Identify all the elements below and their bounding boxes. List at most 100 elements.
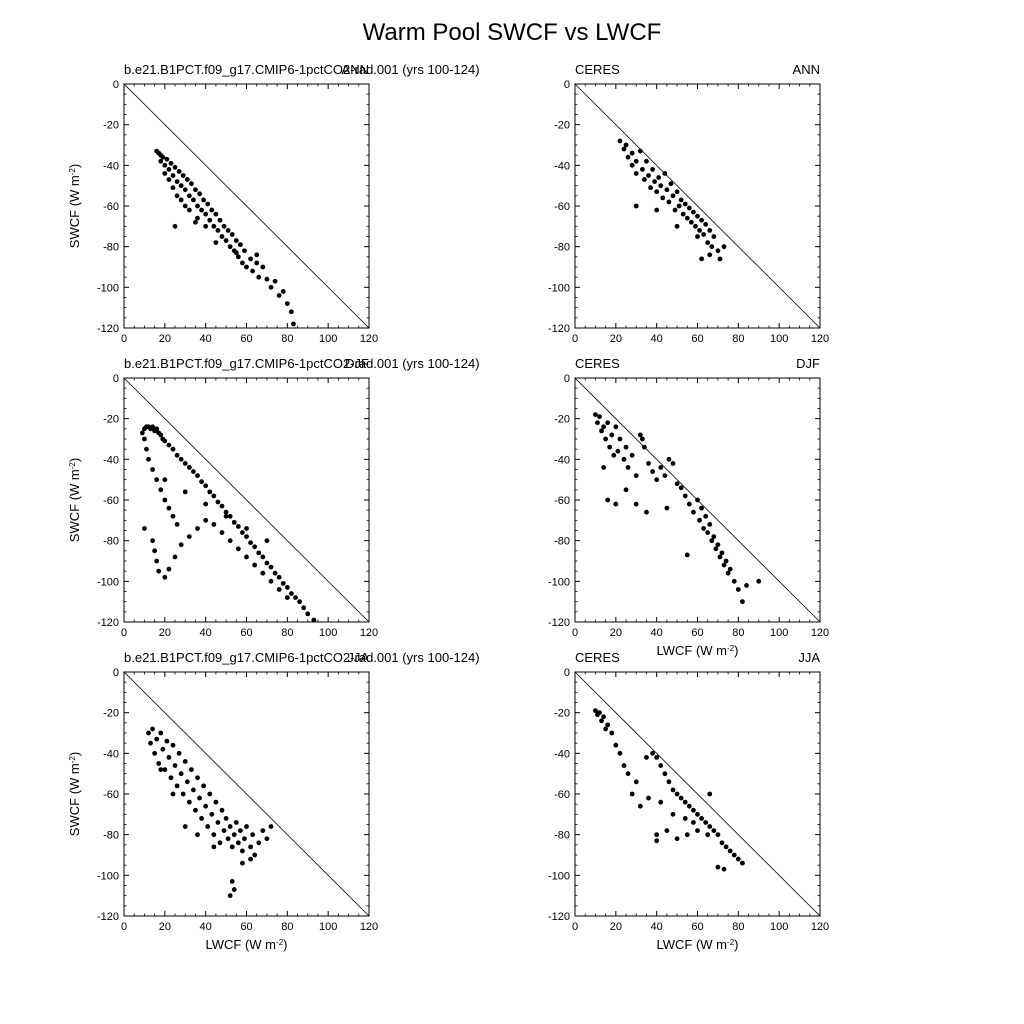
data-point: [211, 493, 217, 499]
data-point: [217, 217, 223, 223]
data-point: [684, 215, 690, 221]
data-point: [233, 820, 239, 825]
data-point: [695, 213, 700, 219]
scatter-points: [593, 412, 762, 605]
data-point: [707, 252, 713, 258]
data-point: [244, 534, 249, 539]
y-tick-label: -60: [103, 495, 119, 507]
data-point: [154, 477, 160, 483]
data-point: [184, 779, 190, 785]
panel-model-ANN: 0 20 40 60 80 100 120 0 -20 -40 -60 -80 -100 -120 b.e2…: [67, 62, 480, 345]
data-point: [195, 215, 200, 221]
data-point: [621, 146, 627, 152]
y-tick-label: -20: [554, 120, 570, 132]
y-tick-label: -40: [103, 748, 119, 760]
data-point: [158, 432, 164, 438]
data-point: [711, 234, 717, 239]
data-point: [707, 522, 713, 527]
data-point: [174, 179, 180, 185]
x-tick-label: 0: [121, 333, 127, 345]
data-point: [182, 824, 188, 829]
data-point: [164, 156, 170, 162]
data-point: [229, 844, 235, 850]
data-point: [668, 181, 674, 187]
data-point: [680, 211, 686, 217]
data-point: [691, 820, 696, 825]
x-tick-label: 120: [811, 333, 829, 345]
data-point: [623, 487, 629, 493]
data-point: [182, 759, 188, 764]
data-point: [301, 605, 307, 611]
data-point: [617, 750, 623, 756]
data-point: [684, 832, 690, 838]
data-point: [240, 260, 245, 266]
scatter-points: [154, 148, 296, 327]
data-point: [209, 207, 215, 213]
season-label: DJF: [345, 356, 369, 371]
data-point: [211, 844, 217, 850]
data-point: [223, 509, 229, 515]
data-point: [156, 761, 162, 766]
data-point: [254, 260, 260, 266]
x-tick-label: 100: [770, 921, 788, 933]
data-point: [254, 252, 260, 258]
data-point: [637, 803, 643, 809]
data-point: [670, 193, 676, 199]
data-point: [601, 465, 606, 470]
data-point: [650, 469, 655, 474]
data-point: [674, 223, 680, 229]
data-point: [715, 542, 721, 548]
data-point: [186, 534, 192, 539]
data-point: [207, 791, 213, 797]
y-tick-label: 0: [113, 373, 119, 385]
data-point: [650, 167, 655, 172]
x-tick-label: 0: [572, 921, 578, 933]
x-tick-label: 40: [651, 627, 663, 639]
data-point: [695, 234, 700, 239]
data-point: [656, 175, 662, 180]
data-point: [715, 864, 721, 870]
x-tick-label: 80: [732, 921, 744, 933]
y-tick-label: -60: [103, 201, 119, 213]
data-point: [264, 538, 270, 544]
data-point: [658, 799, 664, 805]
panel-title: b.e21.B1PCT.f09_g17.CMIP6-1pctCO2-rad.00…: [124, 650, 480, 665]
data-point: [629, 150, 635, 156]
data-point: [633, 779, 639, 785]
data-point: [146, 456, 151, 462]
data-point: [666, 199, 672, 205]
data-point: [735, 587, 741, 592]
data-point: [240, 848, 245, 854]
x-tick-label: 80: [281, 333, 293, 345]
panel-obs-JJA: 0 20 40 60 80 100 120 0 -20 -40 -60 -80 -100 -120 CERE…: [548, 650, 829, 952]
data-point: [268, 824, 274, 829]
data-point: [664, 828, 670, 833]
data-point: [207, 489, 213, 495]
data-point: [291, 321, 296, 327]
season-label: JJA: [798, 650, 820, 665]
data-point: [678, 197, 684, 203]
data-point: [237, 828, 243, 833]
x-tick-label: 120: [360, 921, 378, 933]
data-point: [637, 148, 643, 154]
data-point: [172, 763, 178, 768]
data-point: [609, 432, 615, 438]
data-point: [693, 223, 698, 229]
data-point: [660, 195, 666, 201]
x-tick-label: 80: [281, 627, 293, 639]
data-point: [142, 436, 147, 442]
data-point: [191, 787, 196, 793]
data-point: [213, 799, 219, 805]
data-point: [162, 162, 168, 168]
data-point: [172, 164, 178, 170]
data-point: [670, 461, 676, 466]
data-point: [629, 162, 635, 168]
data-point: [664, 187, 670, 193]
data-point: [182, 461, 188, 466]
reference-line: [123, 377, 370, 623]
x-tick-label: 40: [651, 921, 663, 933]
data-point: [621, 763, 627, 768]
data-point: [625, 154, 631, 160]
scatter-points: [139, 424, 317, 623]
data-point: [280, 580, 286, 586]
